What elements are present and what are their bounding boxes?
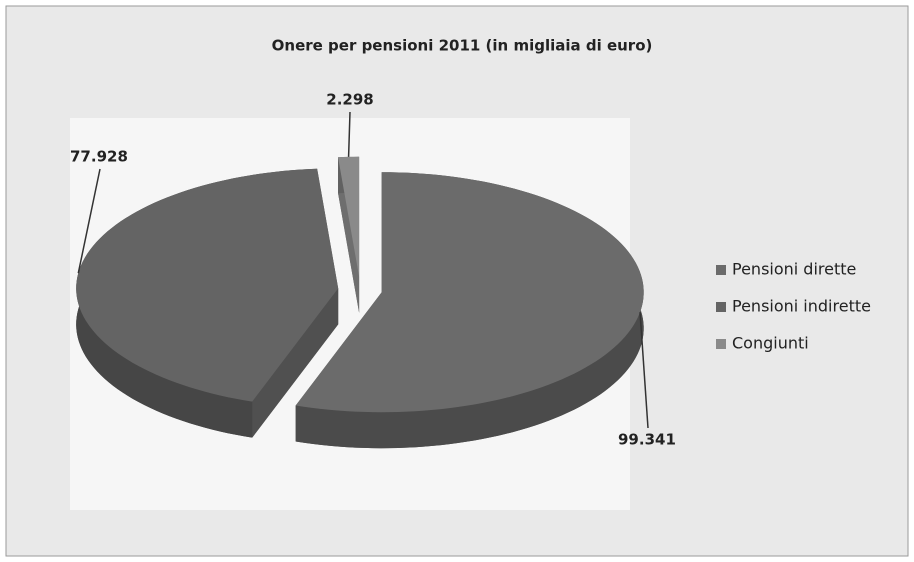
- data-label: 2.298: [326, 91, 373, 109]
- legend-label: Pensioni dirette: [732, 260, 856, 279]
- slice-wall: [338, 157, 360, 313]
- leader-line: [347, 111, 351, 157]
- data-label: 77.928: [70, 148, 128, 166]
- slice-wall: [252, 288, 339, 438]
- chart-title: Onere per pensioni 2011 (in migliaia di …: [272, 37, 653, 55]
- slice: [295, 172, 644, 413]
- legend-swatch: [716, 302, 726, 312]
- slice-side: [295, 172, 644, 449]
- legend-swatch: [716, 339, 726, 349]
- slice: [76, 168, 339, 402]
- legend-label: Pensioni indirette: [732, 297, 871, 316]
- legend-label: Congiunti: [732, 334, 809, 353]
- legend-swatch: [716, 265, 726, 275]
- leader-line: [77, 168, 101, 274]
- data-label: 99.341: [618, 431, 676, 449]
- leader-line: [639, 312, 649, 429]
- slice: [338, 156, 360, 277]
